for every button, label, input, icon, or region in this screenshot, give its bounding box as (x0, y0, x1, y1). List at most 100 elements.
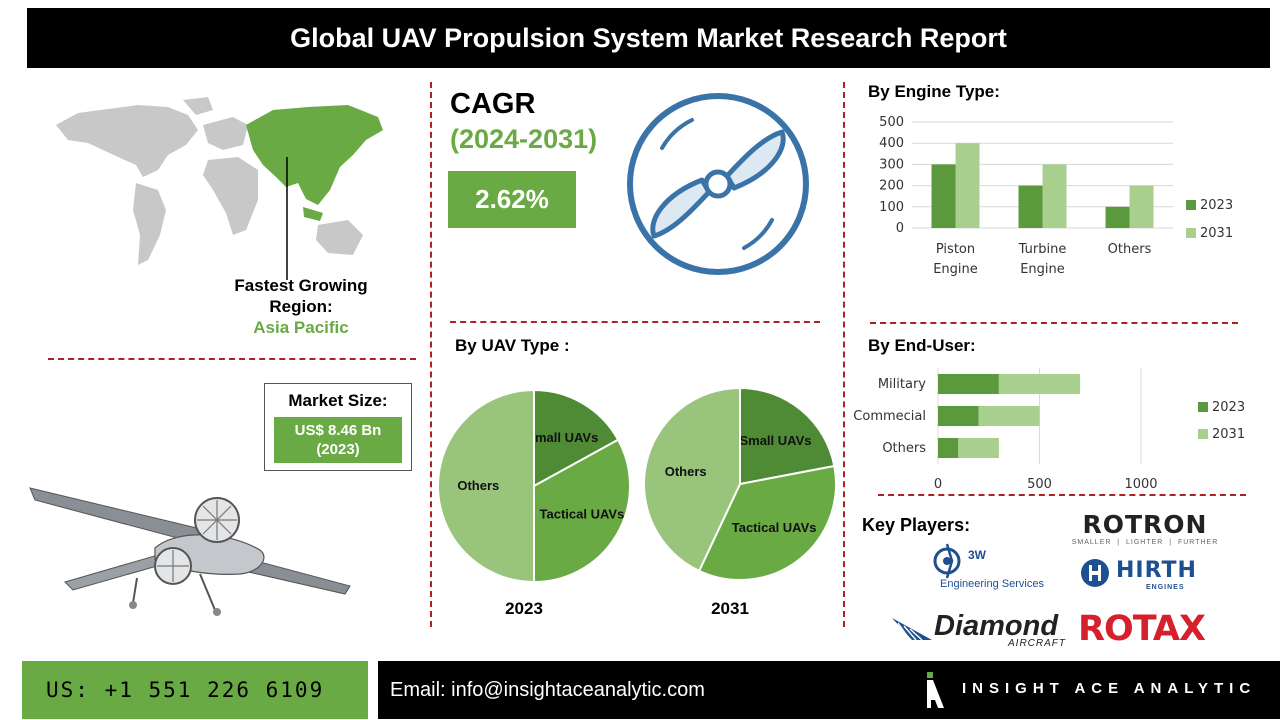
enduser-x-tick-label: 0 (934, 477, 942, 492)
pie-slice-label: Others (457, 478, 499, 493)
engine-category-label: Piston (936, 242, 975, 257)
pie-slice-tactical-uavs (697, 464, 837, 581)
pie-slice-small-uavs (533, 388, 620, 488)
divider-left (48, 358, 416, 360)
rotron-wordmark: ROTRON (1082, 510, 1208, 539)
engine-y-tick-label: 500 (879, 115, 904, 130)
footer-email[interactable]: Email: info@insightaceanalytic.com (378, 661, 1280, 719)
pie-year-label: 2023 (505, 599, 543, 618)
world-map-grey-continents (56, 97, 363, 265)
hirth-subtitle: ENGINES (1146, 584, 1185, 591)
pie-slice-label: Tactical UAVs (732, 520, 817, 535)
propeller-icon (627, 93, 809, 275)
engine-bar-2023 (931, 164, 956, 228)
diamond-wordmark: Diamond (934, 610, 1059, 642)
end-user-title: By End-User: (868, 336, 976, 355)
cagr-period: (2024-2031) (450, 124, 598, 154)
pie-slice-label: Others (665, 464, 707, 479)
fastest-growing-region: Fastest Growing Region: Asia Pacific (200, 275, 402, 338)
engine-legend-swatch (1186, 200, 1196, 210)
enduser-x-tick-label: 1000 (1124, 477, 1157, 492)
diamond-subtitle: AIRCRAFT (1008, 638, 1066, 649)
engine-type-title: By Engine Type: (868, 82, 1000, 101)
hirth-h-icon (1081, 559, 1109, 587)
end-user-chart: 0 500 1000 Military Commecial Others 2023 2031 (853, 368, 1245, 492)
asia-pacific-islands (303, 207, 323, 221)
market-size-card: Market Size: US$ 8.46 Bn (2023) (264, 383, 412, 471)
enduser-legend-swatch (1198, 429, 1208, 439)
pie-slice-label: Tactical UAVs (540, 506, 625, 521)
3w-swirl-icon (933, 543, 961, 579)
enduser-legend-label: 2031 (1212, 427, 1245, 442)
divider-right-bottom (878, 494, 1246, 496)
footer-phone[interactable]: US: +1 551 226 6109 (22, 661, 368, 719)
report-title: Global UAV Propulsion System Market Rese… (27, 8, 1270, 68)
pie-year-label: 2031 (711, 599, 749, 618)
market-size-title: Market Size: (288, 391, 388, 410)
engine-bar-2031 (1042, 164, 1067, 228)
divider-vertical-right (843, 82, 845, 627)
enduser-category-label: Commecial (853, 409, 926, 424)
market-size-value-line2: (2023) (316, 441, 360, 458)
enduser-legend-swatch (1198, 402, 1208, 412)
world-map (56, 97, 383, 280)
enduser-x-tick-label: 500 (1027, 477, 1052, 492)
engine-legend-label: 2031 (1200, 226, 1233, 241)
diamond-aircraft-logo: Diamond AIRCRAFT (890, 610, 1072, 656)
divider-vertical-left (430, 82, 432, 627)
footer-brand: INSIGHT ACE ANALYTIC (962, 680, 1257, 697)
engine-legend-swatch (1186, 228, 1196, 238)
rotax-wordmark: ROTAX (1078, 609, 1206, 649)
region-label-line2: Region: (269, 297, 333, 316)
market-size-value: US$ 8.46 Bn (2023) (274, 417, 402, 463)
asia-pacific-region-highlight (246, 105, 383, 205)
engine-category-label: Others (1108, 242, 1152, 257)
divider-center (450, 321, 820, 323)
pie-slice-label: Small UAVs (739, 433, 811, 448)
diamond-wing-icon (892, 618, 932, 641)
engine-y-tick-label: 300 (879, 157, 904, 172)
pie-slice-label: Small UAVs (526, 430, 598, 445)
pie-slice-others (437, 388, 535, 584)
cagr-value: 2.62% (448, 171, 576, 228)
rotron-tagline: SMALLER | LIGHTER | FURTHER (1071, 539, 1219, 546)
3w-wordmark: 3W (968, 548, 986, 562)
enduser-bar-2023 (938, 374, 999, 394)
enduser-legend-label: 2023 (1212, 400, 1245, 415)
engine-y-tick-label: 400 (879, 136, 904, 151)
enduser-category-label: Others (882, 441, 926, 456)
engine-y-tick-label: 0 (896, 221, 904, 236)
pie-slice-others (643, 386, 741, 573)
footer-email-text[interactable]: Email: info@insightaceanalytic.com (390, 678, 705, 701)
engine-bar-2023 (1018, 185, 1043, 228)
enduser-bar-2031 (998, 374, 1081, 394)
hirth-wordmark: HIRTH (1116, 558, 1197, 583)
engine-category-label: Engine (1020, 262, 1065, 277)
engine-bar-2023 (1105, 206, 1130, 228)
enduser-category-label: Military (878, 377, 926, 392)
hirth-engines-logo: HIRTH ENGINES (1080, 557, 1220, 597)
divider-right-top (870, 322, 1238, 324)
key-players-title: Key Players: (862, 515, 971, 535)
engine-y-tick-label: 200 (879, 179, 904, 194)
engine-category-label: Turbine (1018, 242, 1067, 257)
engine-bar-2031 (955, 143, 980, 228)
insight-ace-logo-icon (927, 672, 944, 708)
3w-subtitle: Engineering Services (940, 578, 1044, 590)
enduser-bar-2031 (958, 438, 999, 458)
pie-slice-tactical-uavs (533, 438, 631, 584)
enduser-bar-2031 (978, 406, 1040, 426)
enduser-bar-2023 (938, 438, 959, 458)
engine-category-label: Engine (933, 262, 978, 277)
engine-type-chart: 0 100 200 300 400 500 Piston Engine Turbine Engin… (879, 115, 1233, 277)
uav-type-pie-charts: Small UAVs Tactical UAVs Others 2023 Small U… (437, 386, 837, 618)
engine-bar-2031 (1129, 185, 1154, 228)
uav-type-title: By UAV Type : (455, 336, 570, 355)
region-value: Asia Pacific (253, 318, 349, 337)
enduser-bar-2023 (938, 406, 979, 426)
engine-y-tick-label: 100 (879, 200, 904, 215)
market-size-value-line1: US$ 8.46 Bn (294, 422, 382, 439)
pie-slice-small-uavs (739, 386, 836, 486)
uav-drone-illustration (29, 487, 351, 616)
engine-legend-label: 2023 (1200, 198, 1233, 213)
